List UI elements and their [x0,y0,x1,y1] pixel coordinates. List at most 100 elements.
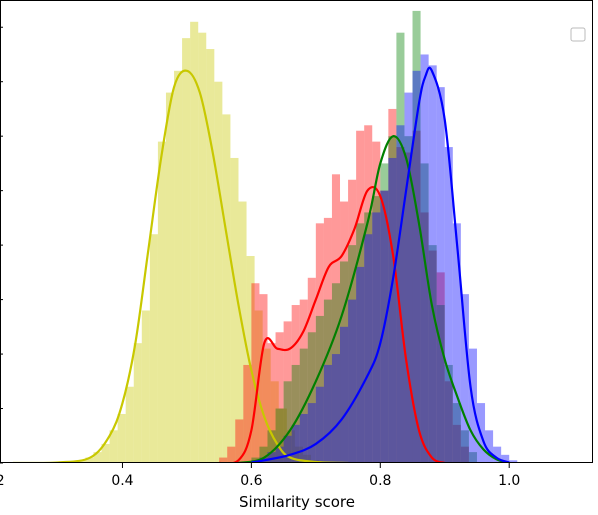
x-axis-ticks: 0.2 0.4 0.6 0.8 1.0 [0,463,520,489]
hist-bar-series-0 [101,443,110,463]
hist-bar-series-1 [275,332,284,463]
hist-bar-series-2 [428,245,437,463]
hist-bar-series-1 [291,305,300,463]
hist-bar-series-1 [227,446,236,463]
hist-bar-series-0 [270,381,279,463]
hist-bar-series-1 [348,179,357,463]
kde-line-series-1 [219,186,446,463]
hist-bar-series-3 [412,70,421,463]
hist-bar-series-0 [109,430,118,463]
hist-bar-series-3 [275,446,284,463]
plot-frame [0,0,593,463]
hist-bar-series-3 [323,364,332,463]
hist-bar-series-0 [198,32,207,463]
hist-bar-series-0 [141,310,150,463]
hist-bar-series-1 [307,277,316,463]
hist-bar-series-3 [307,403,316,463]
hist-bar-series-3 [501,454,510,463]
hist-bar-series-1 [340,201,349,463]
hist-bar-series-2 [404,136,413,463]
histogram-bars [77,10,518,463]
hist-bar-series-0 [77,460,86,463]
hist-bar-series-1 [299,299,308,463]
hist-bar-series-1 [235,419,244,463]
hist-bar-series-0 [278,408,287,463]
hist-bar-series-1 [364,125,373,463]
legend-box [570,27,586,42]
hist-bar-series-3 [372,212,381,463]
hist-bar-series-2 [444,364,453,463]
hist-bar-series-0 [157,141,166,463]
hist-bar-series-2 [396,32,405,463]
hist-bar-series-2 [436,305,445,463]
hist-bar-series-0 [93,452,102,463]
hist-bar-series-3 [356,266,365,463]
hist-bar-series-1 [356,130,365,463]
hist-bar-series-2 [460,430,469,463]
hist-bar-series-0 [125,386,134,463]
hist-bar-series-0 [117,413,126,463]
hist-bar-series-1 [452,424,461,463]
hist-bar-series-0 [174,70,183,463]
x-tick-label: 0.6 [240,473,262,489]
hist-bar-series-2 [259,446,268,463]
kde-line-series-3 [251,66,510,463]
hist-bar-series-3 [291,424,300,463]
hist-bar-series-0 [262,348,271,463]
hist-bar-series-0 [149,234,158,463]
hist-bar-series-0 [302,454,312,463]
hist-bar-series-0 [294,446,303,463]
hist-bar-series-0 [85,457,94,463]
hist-bar-series-3 [460,294,469,463]
hist-bar-series-2 [452,403,461,463]
hist-bar-series-0 [246,256,255,463]
hist-bar-series-0 [206,49,215,463]
hist-bar-series-1 [283,321,292,463]
kde-line-series-0 [12,69,349,463]
hist-bar-series-3 [493,446,502,463]
hist-bar-series-2 [356,223,365,463]
hist-bar-series-3 [436,87,445,463]
hist-bar-series-2 [420,163,429,463]
hist-bar-series-0 [230,157,239,463]
hist-bar-series-3 [299,413,308,463]
hist-bar-series-0 [190,21,199,463]
hist-bar-series-1 [251,283,260,463]
hist-bar-series-1 [436,272,445,463]
hist-bar-series-2 [340,261,349,463]
y-axis-ticks [0,26,3,464]
hist-bar-series-1 [444,381,453,463]
hist-bar-series-1 [219,457,228,463]
x-tick-label: 0.8 [369,473,391,489]
hist-bar-series-3 [388,157,397,463]
hist-bar-series-2 [267,430,276,463]
hist-bar-series-3 [348,299,357,463]
hist-bar-series-1 [315,223,324,463]
hist-bar-series-0 [133,343,142,463]
hist-bar-series-2 [291,364,300,463]
x-tick-label: 1.0 [498,473,520,489]
hist-bar-series-1 [460,446,469,463]
hist-bar-series-2 [372,196,381,463]
hist-bar-series-0 [222,114,231,463]
hist-bar-series-2 [348,245,357,463]
hist-bar-series-2 [315,315,324,463]
hist-bar-series-1 [404,152,413,463]
hist-bar-series-0 [165,92,175,463]
x-tick-label: 0.2 [0,473,5,489]
hist-bar-series-3 [396,125,405,463]
hist-bar-series-0 [214,81,223,463]
hist-bar-series-3 [315,386,324,463]
hist-bar-series-3 [340,326,349,463]
hist-bar-series-1 [243,364,252,463]
kde-line-series-2 [238,135,510,463]
hist-bar-series-3 [404,92,413,463]
hist-bar-series-2 [323,299,332,463]
hist-bar-series-3 [444,147,453,463]
hist-bar-series-2 [283,381,292,463]
hist-bar-series-2 [364,212,373,463]
hist-bar-series-3 [364,234,373,463]
hist-bar-series-1 [412,130,421,463]
hist-bar-series-3 [428,65,437,463]
